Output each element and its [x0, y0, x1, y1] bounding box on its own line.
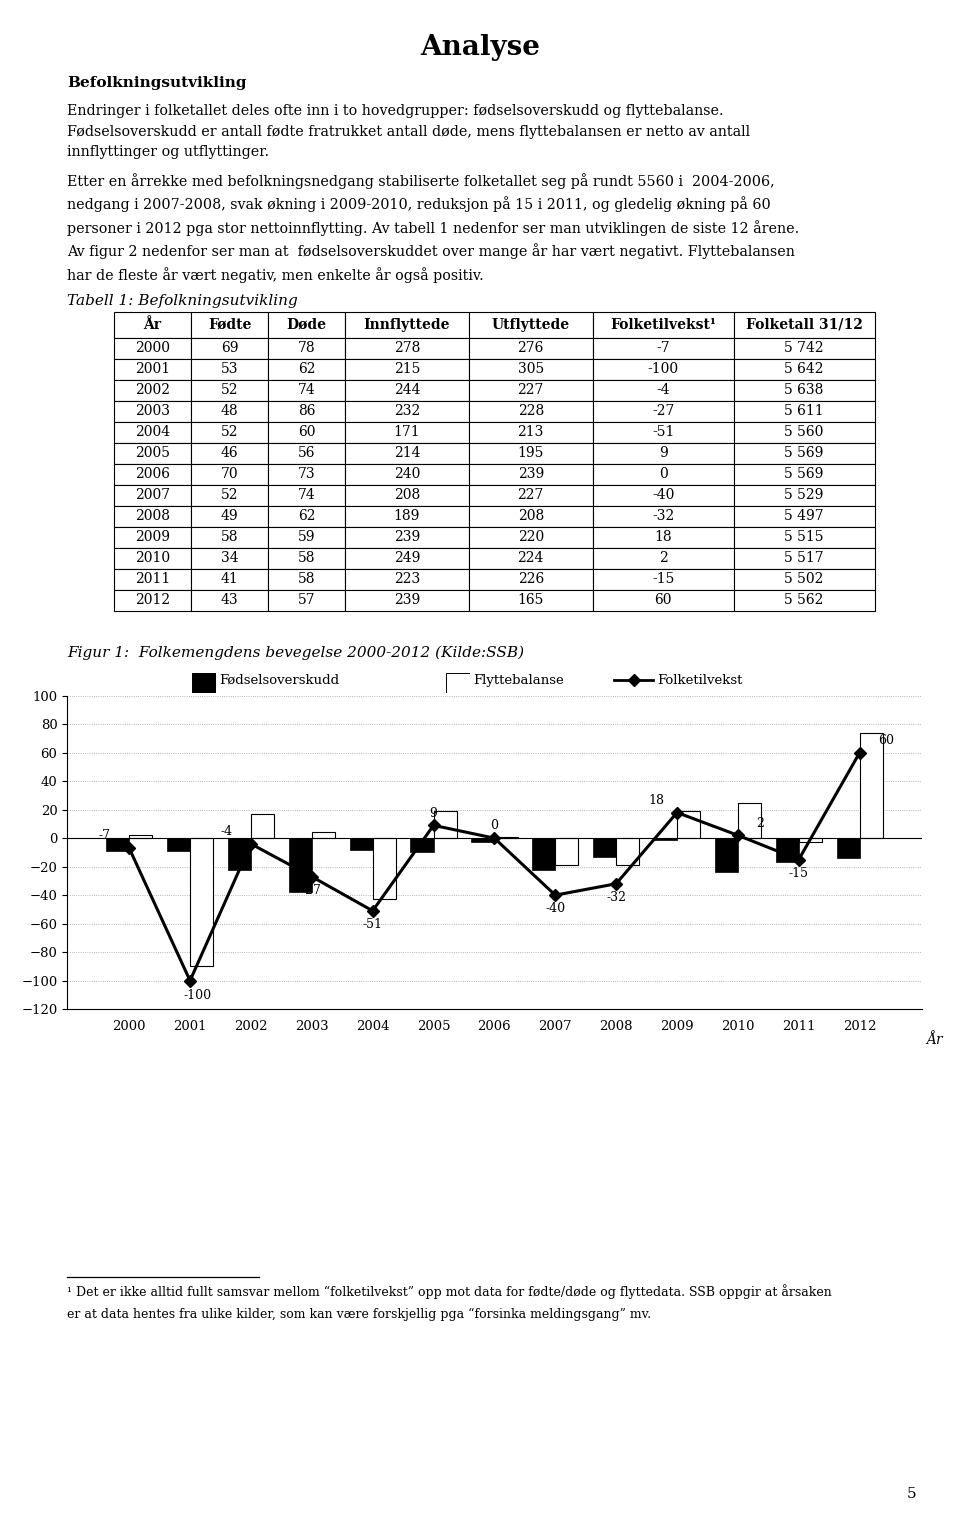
Bar [434, 810, 457, 838]
Bar [410, 838, 434, 853]
Bar [799, 838, 822, 842]
Bar [715, 838, 738, 873]
Bar [228, 838, 251, 870]
Bar [289, 838, 312, 893]
Bar [593, 838, 616, 856]
Text: -100: -100 [184, 989, 212, 1001]
Text: -27: -27 [301, 884, 322, 898]
Text: 0: 0 [491, 820, 498, 832]
Text: ¹ Det er ikke alltid fullt samsvar mellom “folketilvekst” opp mot data for fødte: ¹ Det er ikke alltid fullt samsvar mello… [67, 1284, 832, 1300]
Text: 18: 18 [649, 794, 665, 807]
Text: Figur 1:  Folkemengdens bevegelse 2000-2012 (Kilde:SSB): Figur 1: Folkemengdens bevegelse 2000-20… [67, 645, 524, 659]
Text: -32: -32 [606, 891, 626, 904]
Text: Fødselsoverskudd: Fødselsoverskudd [219, 674, 339, 687]
Bar [555, 838, 579, 865]
Bar [349, 838, 372, 850]
Text: 2: 2 [756, 816, 764, 830]
Bar [372, 838, 396, 899]
Text: Endringer i folketallet deles ofte inn i to hovedgrupper: fødselsoverskudd og fl: Endringer i folketallet deles ofte inn i… [67, 104, 751, 159]
Text: -4: -4 [221, 826, 232, 838]
Bar [738, 803, 761, 838]
Text: -15: -15 [789, 867, 808, 879]
Text: År: År [925, 1032, 943, 1047]
Bar [677, 810, 700, 838]
Text: -51: -51 [363, 917, 383, 931]
Text: -40: -40 [545, 902, 565, 916]
Text: Folketilvekst: Folketilvekst [658, 674, 743, 687]
Text: 60: 60 [877, 734, 894, 748]
Bar [251, 813, 274, 838]
Text: er at data hentes fra ulike kilder, som kan være forskjellig pga “forsinka meldi: er at data hentes fra ulike kilder, som … [67, 1307, 651, 1321]
Bar [471, 838, 494, 842]
Bar [776, 838, 799, 862]
Bar [167, 838, 190, 852]
Bar [616, 838, 639, 865]
Text: -7: -7 [99, 829, 111, 842]
Text: Analyse: Analyse [420, 34, 540, 61]
Text: Etter en årrekke med befolkningsnedgang stabiliserte folketallet seg på rundt 55: Etter en årrekke med befolkningsnedgang … [67, 173, 800, 283]
Text: Tabell 1: Befolkningsutvikling: Tabell 1: Befolkningsutvikling [67, 294, 298, 307]
Text: 5: 5 [907, 1488, 917, 1501]
Text: 9: 9 [429, 807, 438, 820]
Bar [859, 732, 883, 838]
Bar [190, 838, 213, 966]
Bar [532, 838, 555, 870]
Bar [312, 832, 335, 838]
Text: Flyttebalanse: Flyttebalanse [473, 674, 564, 687]
Bar [836, 838, 859, 858]
Bar [106, 838, 130, 852]
Bar [130, 835, 153, 838]
Text: Befolkningsutvikling: Befolkningsutvikling [67, 76, 247, 90]
